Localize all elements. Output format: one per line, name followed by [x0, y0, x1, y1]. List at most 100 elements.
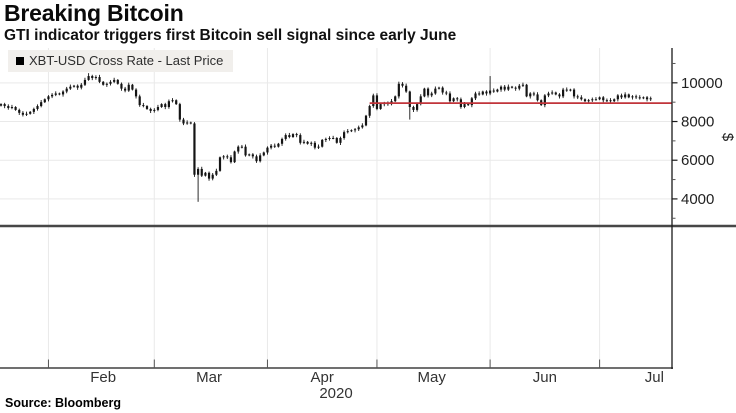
candle-body: [332, 137, 335, 139]
candle-body: [339, 137, 342, 143]
candle-body: [116, 79, 119, 84]
candle-body: [175, 100, 178, 105]
candle-body: [353, 129, 357, 131]
candle-body: [10, 107, 14, 109]
candle-body: [602, 97, 605, 101]
candle-body: [160, 104, 163, 108]
candle-body: [598, 97, 601, 100]
candle-body: [569, 89, 572, 91]
candle-body: [58, 93, 61, 95]
candle-body: [624, 94, 627, 98]
candle-body: [594, 99, 598, 101]
candle-body: [25, 113, 28, 115]
candle-body: [186, 122, 189, 124]
candle-body: [94, 77, 97, 79]
candle-body: [434, 88, 437, 94]
candle-body: [408, 91, 411, 108]
candle-body: [156, 107, 160, 110]
candle-body: [61, 91, 65, 95]
candle-body: [510, 86, 514, 88]
candle-body: [302, 141, 306, 143]
candle-body: [456, 98, 459, 100]
candle-body: [543, 95, 546, 106]
candle-body: [226, 156, 229, 158]
candle-body: [401, 83, 404, 86]
candle-body: [437, 87, 441, 89]
candle-body: [113, 79, 116, 82]
page-subtitle: GTI indicator triggers first Bitcoin sel…: [4, 27, 457, 44]
candle-body: [638, 97, 641, 99]
candle-body: [313, 142, 316, 148]
candle-body: [65, 88, 68, 92]
x-axis-month-label: Mar: [196, 369, 222, 386]
candle-body: [620, 95, 623, 98]
candle-body: [554, 92, 557, 95]
candle-body: [642, 97, 645, 99]
y-axis-currency-label: $: [719, 133, 736, 142]
candle-body: [145, 106, 149, 109]
candle-body: [295, 134, 298, 136]
candle-body: [182, 119, 185, 124]
candle-body: [211, 174, 214, 179]
candle-body: [481, 91, 484, 95]
candle-body: [134, 89, 138, 97]
candle-body: [492, 90, 495, 92]
candle-body: [142, 105, 145, 107]
candle-body: [131, 84, 134, 90]
candle-body: [499, 86, 503, 90]
candle-body: [215, 170, 218, 175]
candle-body: [397, 83, 400, 97]
candle-body: [3, 104, 6, 107]
candle-body: [467, 104, 470, 106]
candle-body: [572, 89, 576, 97]
candle-body: [324, 138, 327, 140]
candle-body: [496, 89, 499, 92]
candle-body: [525, 84, 528, 97]
y-axis-label: 10000: [681, 75, 723, 92]
candle-body: [248, 154, 251, 156]
candle-body: [189, 122, 192, 124]
candle-body: [288, 135, 291, 137]
candle-body: [18, 109, 21, 113]
candle-body: [0, 104, 3, 106]
candle-body: [478, 93, 481, 95]
candle-body: [576, 96, 579, 98]
candle-body: [507, 86, 510, 90]
candle-body: [394, 96, 397, 102]
candle-body: [419, 96, 422, 105]
candle-body: [124, 88, 127, 91]
candle-body: [350, 130, 353, 132]
candle-body: [284, 135, 287, 139]
candle-body: [580, 97, 583, 100]
candle-body: [204, 172, 207, 176]
candle-body: [503, 86, 506, 90]
candle-body: [153, 109, 156, 111]
y-axis-label: 8000: [681, 114, 714, 131]
candle-body: [229, 157, 233, 163]
candle-body: [529, 93, 532, 97]
candle-body: [474, 93, 477, 99]
candle-body: [149, 108, 152, 111]
candle-body: [558, 94, 561, 97]
candle-body: [280, 138, 284, 144]
candle-body: [470, 98, 473, 106]
candle-body: [54, 93, 57, 95]
candle-body: [51, 94, 54, 97]
candle-body: [412, 107, 415, 110]
candle-body: [266, 147, 269, 153]
candle-body: [583, 99, 587, 102]
candle-body: [321, 139, 324, 147]
candle-body: [21, 112, 24, 115]
candle-body: [255, 156, 258, 162]
y-axis-label: 6000: [681, 152, 714, 169]
candle-body: [251, 154, 254, 157]
x-axis-month-label: May: [418, 369, 447, 386]
source-attribution: Source: Bloomberg: [5, 396, 121, 410]
candle-body: [635, 96, 638, 98]
candle-body: [591, 99, 594, 101]
candle-body: [361, 125, 364, 128]
candle-body: [609, 100, 612, 102]
candle-body: [649, 98, 652, 100]
candle-body: [445, 92, 448, 94]
